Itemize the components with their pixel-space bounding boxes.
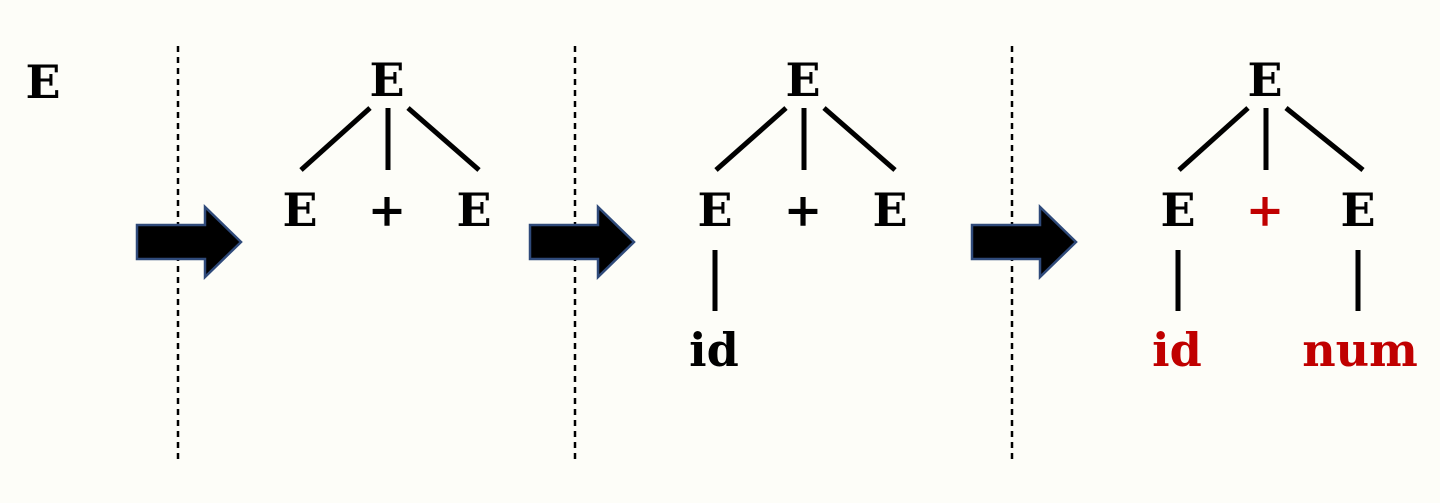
step-3-edge-right	[822, 106, 897, 172]
step-4-child-3: E	[1340, 183, 1375, 237]
step-2-child-3: E	[456, 183, 491, 237]
step-4-child-1: E	[1160, 183, 1195, 237]
step-2-root: E	[369, 53, 404, 107]
step-4-grandchild-1: id	[1152, 323, 1202, 377]
step-2-edge-right	[406, 106, 481, 172]
right-arrow-icon	[528, 204, 636, 280]
step-4-edge-right	[1284, 106, 1365, 172]
step-3-child-2: +	[784, 183, 823, 237]
step-4-grandchild-3: num	[1302, 323, 1418, 377]
step-2-edge-left	[299, 106, 372, 172]
step-1-root: E	[25, 55, 60, 109]
step-2-child-2: +	[368, 183, 407, 237]
step-3-grandchild-1: id	[689, 323, 739, 377]
step-3-child-3: E	[872, 183, 907, 237]
step-3-root: E	[785, 53, 820, 107]
step-4-root: E	[1247, 53, 1282, 107]
step-4-child-2: +	[1246, 183, 1285, 237]
step-3-child-1: E	[697, 183, 732, 237]
step-2-child-1: E	[282, 183, 317, 237]
step-4-edge-left	[1177, 106, 1250, 172]
right-arrow-icon	[135, 204, 243, 280]
right-arrow-icon	[970, 204, 1078, 280]
step-3-edge-left	[714, 106, 788, 172]
